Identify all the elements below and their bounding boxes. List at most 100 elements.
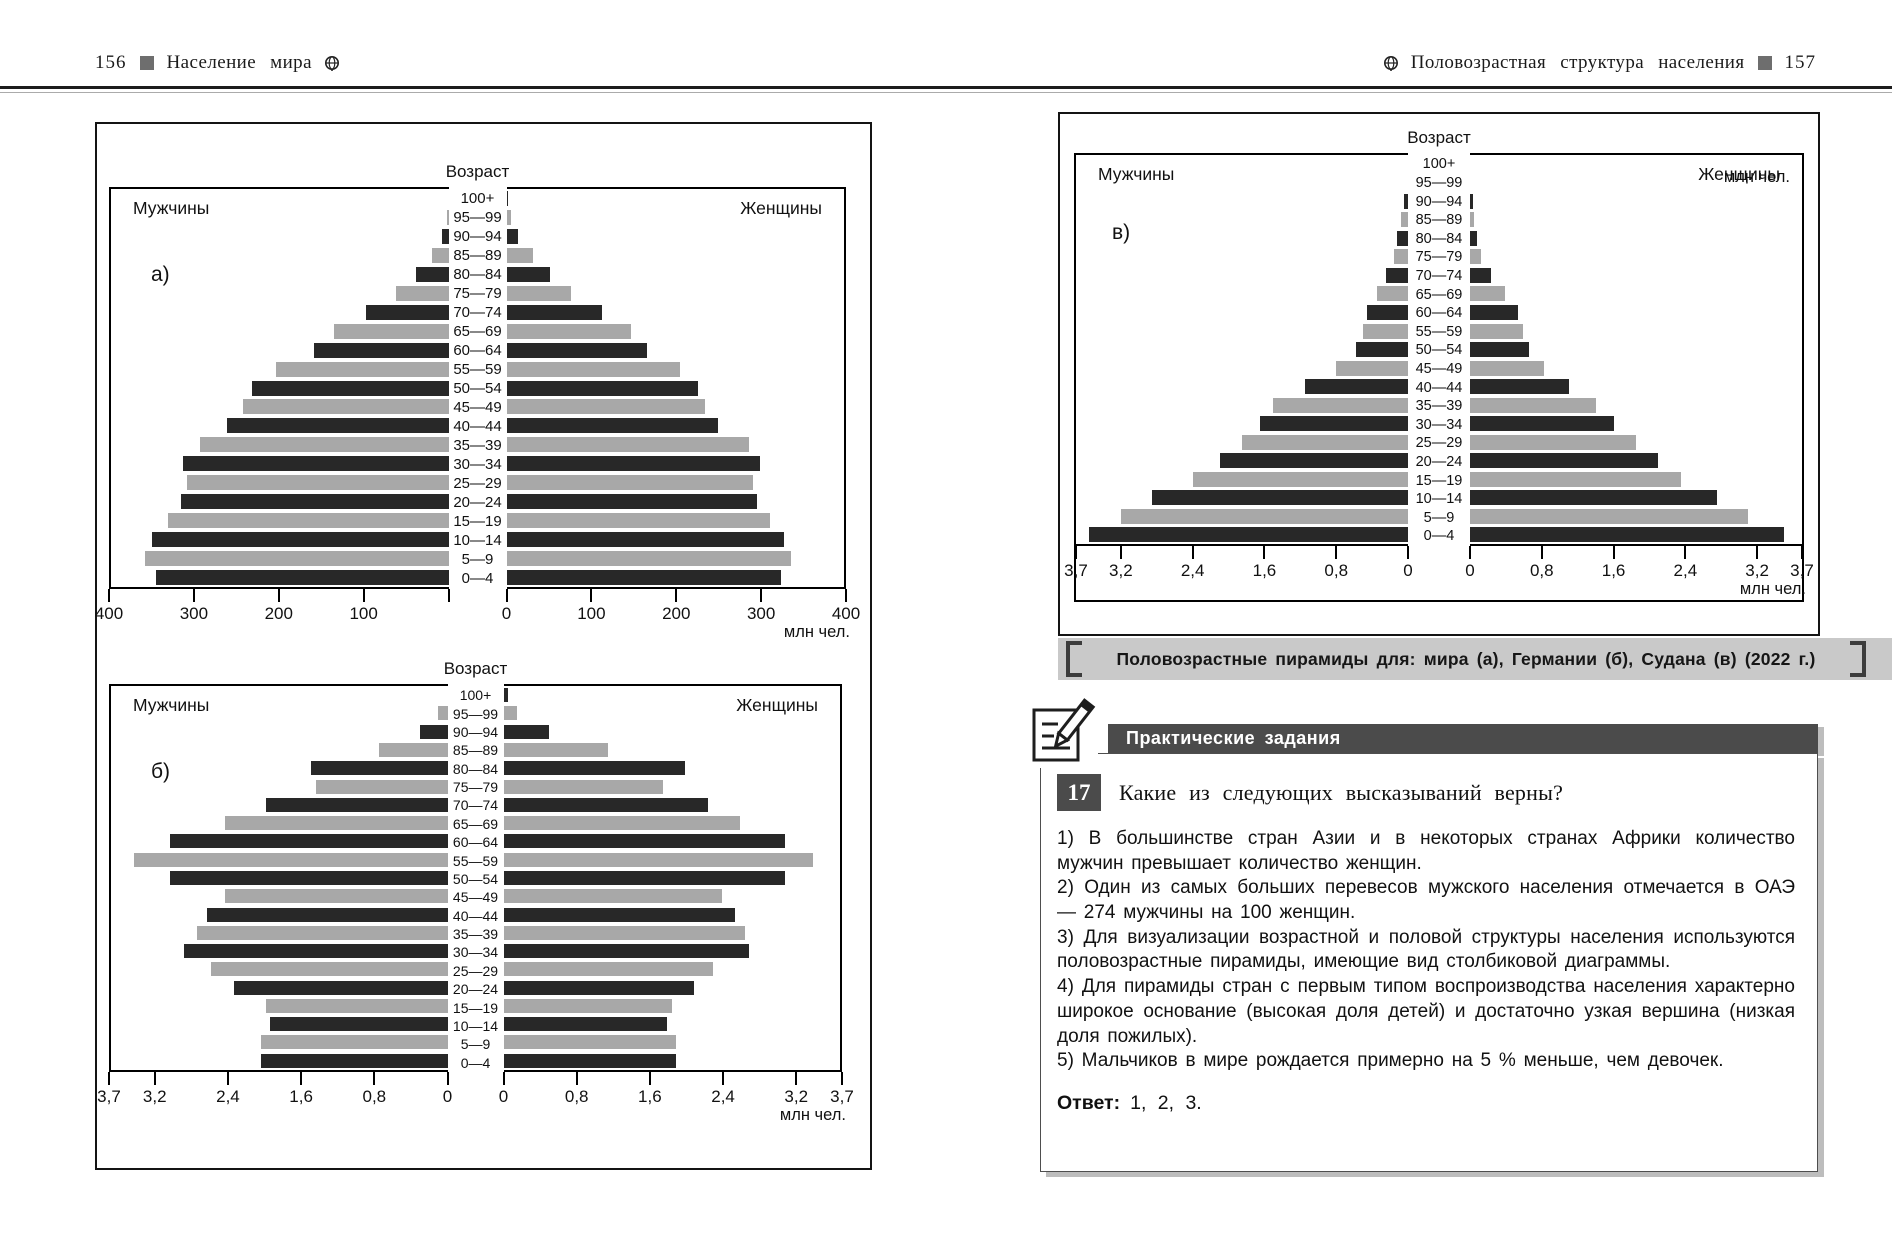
globe-icon (324, 56, 339, 71)
age-label: 0—4 (461, 570, 494, 587)
bar-male-60—64 (1366, 305, 1408, 321)
pyramid-row (111, 741, 448, 759)
age-label: 10—14 (452, 1017, 499, 1034)
male-bars-zone (1076, 155, 1408, 546)
bar-male-35—39 (197, 925, 448, 940)
pyramid-age-axis-title: Возраст (443, 659, 508, 678)
pyramid-row (1470, 322, 1802, 341)
pyramid-row (1470, 470, 1802, 489)
task-number-badge: 17 (1057, 774, 1101, 811)
bar-female-5—9 (503, 1035, 677, 1050)
bar-male-20—24 (233, 980, 448, 995)
bar-male-65—69 (333, 323, 449, 339)
bar-male-80—84 (416, 266, 449, 282)
figure-left-page: Возраст Мужчины Женщины а) 100+ 95—99 90—9… (95, 122, 872, 1170)
bar-male-55—59 (275, 361, 449, 377)
pyramid-row (1470, 340, 1802, 359)
bar-female-70—74 (503, 797, 709, 812)
age-label: 65—69 (452, 815, 499, 832)
age-label: 95—99 (1415, 174, 1463, 191)
pyramid-row (1470, 359, 1802, 378)
pyramid-row (503, 869, 841, 887)
age-label: 90—94 (453, 228, 502, 245)
pyramid-row (1076, 470, 1408, 489)
pyramid-row (1076, 340, 1408, 359)
page-marker-square (139, 56, 154, 70)
bar-male-5—9 (144, 551, 449, 567)
age-label: 100+ (459, 687, 492, 704)
panel-label: а) (151, 263, 170, 286)
pyramid-age-axis-title: Возраст (445, 162, 510, 181)
pyramid-row (111, 473, 449, 492)
bar-female-90—94 (506, 228, 519, 244)
bar-male-90—94 (1404, 193, 1408, 209)
age-label: 30—34 (1415, 416, 1463, 433)
pyramid-row (506, 492, 845, 511)
age-label: 70—74 (453, 304, 502, 321)
figure-caption-text: Половозрастные пирамиды для: мира (а), Г… (1116, 648, 1816, 669)
pyramid-row (1076, 433, 1408, 452)
age-label: 5—9 (1423, 509, 1455, 526)
bar-male-65—69 (224, 816, 448, 831)
pyramid-row (1470, 192, 1802, 211)
bar-female-0—4 (503, 1053, 677, 1068)
bar-female-45—49 (1470, 360, 1544, 376)
pyramid-row (1076, 359, 1408, 378)
bar-female-60—64 (506, 342, 648, 358)
bar-female-45—49 (506, 399, 705, 415)
pyramid-row (503, 796, 841, 814)
notebook-pencil-icon (1028, 696, 1098, 768)
bar-female-15—19 (1470, 471, 1681, 487)
pyramid-row (111, 379, 449, 398)
bar-female-35—39 (1470, 397, 1596, 413)
age-label: 15—19 (1415, 472, 1463, 489)
task-statement-1: 1) В большинстве стран Азии и в некоторы… (1057, 828, 1795, 874)
bar-female-85—89 (506, 247, 533, 263)
bar-female-75—79 (506, 285, 571, 301)
age-label: 50—54 (1415, 342, 1463, 359)
x-axis-female: млн чел. 0 0,8 1,6 2,4 3,2 3,7 (499, 1072, 854, 1126)
tasks-section-header: Практические задания (1108, 724, 1818, 753)
bar-male-0—4 (261, 1053, 448, 1068)
age-label: 95—99 (453, 209, 502, 226)
bar-male-20—24 (181, 494, 449, 510)
axis-unit-label: млн чел. (783, 623, 850, 641)
pyramid-row (506, 416, 845, 435)
pyramid-plot-area: Мужчины Женщины в) 100+ 95—99 90—94 85—89 80… (1076, 153, 1802, 546)
page-marker-square (1757, 56, 1772, 70)
bar-male-0—4 (155, 570, 449, 586)
pyramid-row (506, 549, 845, 568)
pyramid-row (1470, 377, 1802, 396)
pyramid-row (1076, 526, 1408, 545)
bar-female-55—59 (506, 361, 681, 377)
bar-female-10—14 (503, 1017, 668, 1032)
pyramid-row (111, 759, 448, 777)
pyramid-row (506, 473, 845, 492)
bar-male-85—89 (1400, 212, 1408, 228)
pyramid-plot-area: Мужчины Женщины б) 100+ 95—99 90—94 85—89 80… (109, 684, 842, 1072)
bar-female-80—84 (503, 761, 686, 776)
age-label: 30—34 (453, 456, 502, 473)
pyramid-row (506, 189, 845, 208)
running-head-right: Половозрастная структура населения 157 (1371, 50, 1816, 76)
bar-male-10—14 (270, 1017, 448, 1032)
pyramid-row (111, 246, 449, 265)
bar-male-15—19 (168, 513, 449, 529)
page-number-right: 157 (1784, 52, 1816, 73)
age-label: 55—59 (1415, 323, 1463, 340)
pyramid-row (1470, 507, 1802, 526)
pyramid-row (111, 1015, 448, 1033)
age-label: 100+ (460, 190, 495, 207)
pyramid-row (1470, 396, 1802, 415)
age-label: 40—44 (1415, 379, 1463, 396)
age-label: 0—4 (1423, 528, 1455, 545)
pyramid-row (111, 435, 449, 454)
age-label: 55—59 (452, 852, 499, 869)
bar-female-60—64 (1470, 305, 1518, 321)
bar-female-10—14 (1470, 490, 1717, 506)
bar-female-75—79 (503, 779, 663, 794)
bar-female-25—29 (506, 475, 753, 491)
age-label: 60—64 (1415, 305, 1463, 322)
age-label: 95—99 (452, 705, 499, 722)
age-label: 90—94 (452, 723, 499, 740)
